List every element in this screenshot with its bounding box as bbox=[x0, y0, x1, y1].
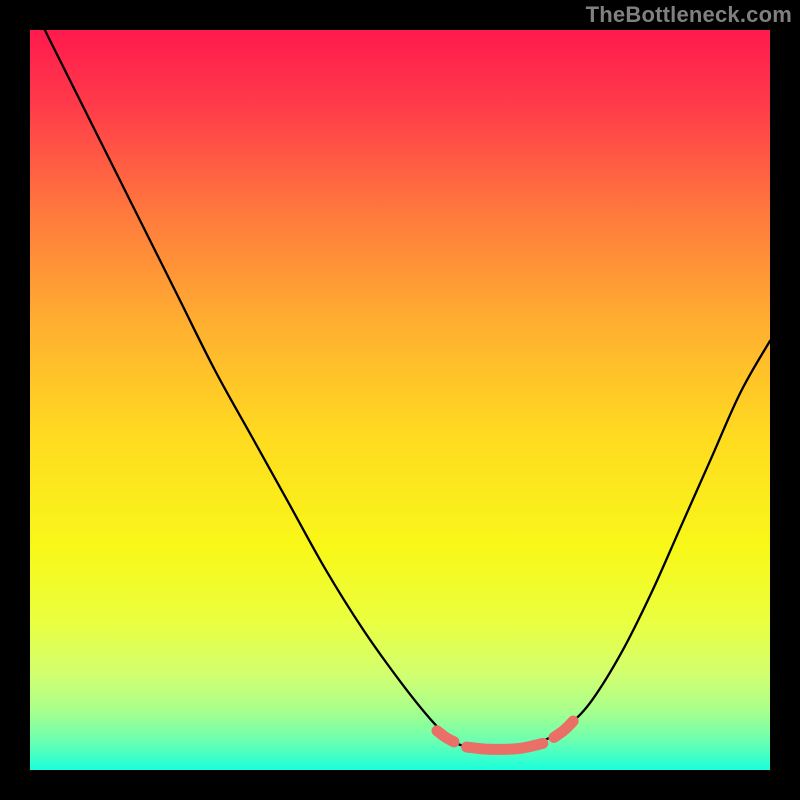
plot-area bbox=[30, 30, 770, 770]
plot-background bbox=[30, 30, 770, 770]
plot-svg bbox=[30, 30, 770, 770]
watermark-text: TheBottleneck.com bbox=[586, 2, 792, 28]
highlight-segment bbox=[467, 743, 543, 749]
chart-frame: TheBottleneck.com bbox=[0, 0, 800, 800]
